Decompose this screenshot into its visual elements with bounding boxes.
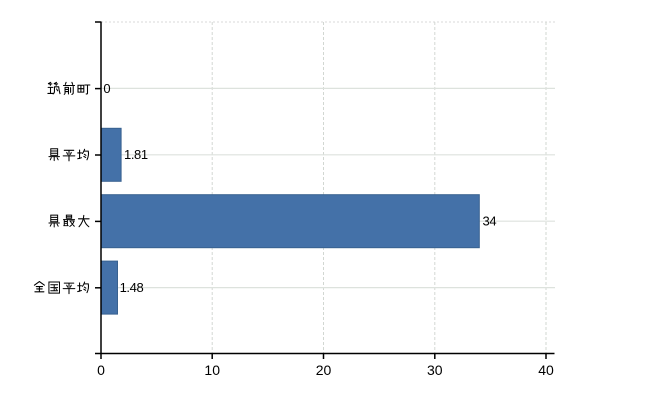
svg-text:20: 20 xyxy=(316,362,332,378)
svg-text:40: 40 xyxy=(538,362,554,378)
svg-text:1.48: 1.48 xyxy=(120,280,144,295)
svg-text:30: 30 xyxy=(427,362,443,378)
svg-text:10: 10 xyxy=(204,362,220,378)
svg-text:1.81: 1.81 xyxy=(124,147,148,162)
svg-text:34: 34 xyxy=(483,214,497,229)
svg-text:0: 0 xyxy=(103,81,110,96)
svg-text:0: 0 xyxy=(97,362,105,378)
